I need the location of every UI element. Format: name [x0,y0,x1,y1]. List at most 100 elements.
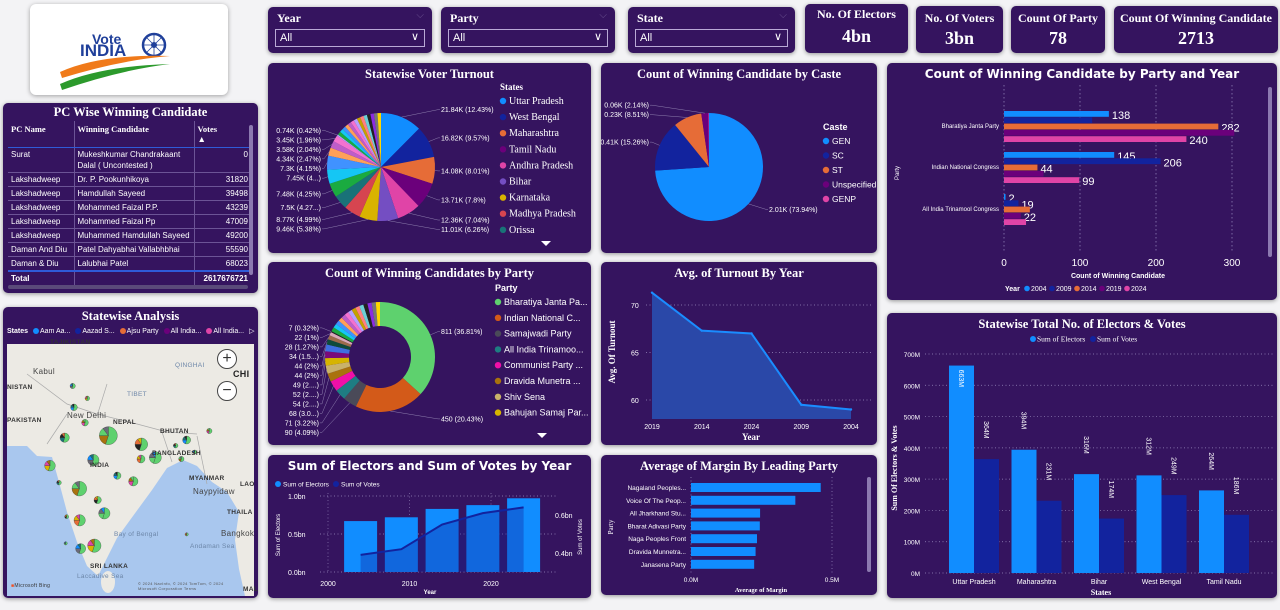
legend-item[interactable]: Sum of Electors [275,481,330,489]
column-header-votes[interactable]: Votes ▲ [193,121,251,148]
electors-bar[interactable] [384,517,418,572]
pie-slice-minor[interactable] [344,312,363,334]
electors-bar[interactable] [507,498,541,572]
pie-slice[interactable] [330,370,356,391]
pie-slice[interactable] [325,344,350,354]
pie-slice-minor[interactable] [345,124,381,167]
column-header-pc-name[interactable]: PC Name [8,121,74,148]
bar[interactable] [1004,219,1027,225]
pie-slice-minor[interactable] [355,306,369,330]
legend-item[interactable]: 2024 [1124,285,1147,293]
map-pie-marker[interactable] [206,428,213,434]
bar[interactable] [1161,495,1187,573]
map-pie-marker[interactable] [182,435,191,445]
margin-bar[interactable] [691,521,760,531]
bar[interactable] [1004,177,1080,183]
margin-bar[interactable] [691,508,761,518]
legend-item[interactable]: Karnataka [499,193,551,204]
legend-item[interactable]: Shiv Sena [494,392,545,402]
table-row[interactable]: Surat Mukeshkumar Chandrakaant Dalal ( Un… [8,147,251,173]
bar[interactable] [974,459,999,573]
bar[interactable] [1199,490,1224,573]
legend-item[interactable]: Uttar Pradesh [499,96,564,107]
bar[interactable] [1004,123,1219,130]
pie-slice[interactable] [355,377,421,412]
margin-bar[interactable] [691,547,756,556]
map-pie-marker[interactable] [59,432,70,443]
data-point[interactable] [800,403,803,406]
map-pie-marker[interactable] [73,514,86,527]
legend-item[interactable]: Andhra Pradesh [499,160,573,171]
pie-slice-minor[interactable] [350,120,381,167]
table-row[interactable]: Daman & Diu Lalubhai Patel 68023 [8,256,251,272]
pie-slice[interactable] [344,380,367,407]
legend-item[interactable]: 2009 [1049,285,1072,293]
pie-slice[interactable] [327,167,381,184]
pie-slice[interactable] [345,167,381,217]
pie-slice[interactable] [381,113,420,167]
legend-next-arrow-icon[interactable]: ▷ [249,328,255,335]
map-pie-marker[interactable] [134,437,148,451]
votes-line[interactable] [360,506,524,556]
table-row[interactable]: Lakshadweep Mohammed Faizal Pp 47009 [8,214,251,229]
chart-vertical-scrollbar[interactable] [867,477,871,572]
pie-slice-minor[interactable] [348,309,365,332]
pie-slice[interactable] [380,302,435,395]
table-row[interactable]: Daman And Diu Patel Dahyabhai Vallabhbhai… [8,242,251,257]
zoom-in-button[interactable]: + [217,349,237,369]
electors-bar[interactable] [425,508,459,572]
legend-item[interactable]: Bahujan Samaj Par... [494,408,589,418]
pie-slice-minor[interactable] [351,307,367,331]
margin-bar[interactable] [691,483,821,492]
pie-slice[interactable] [708,113,709,167]
map-pie-marker[interactable] [81,419,89,427]
map-pie-marker[interactable] [136,454,146,464]
legend-item[interactable]: Communist Party ... [494,360,583,370]
map-pie-marker[interactable] [87,538,102,553]
legend-item[interactable]: All India... [206,328,244,335]
bar[interactable] [1004,212,1021,219]
legend-item[interactable]: Sum of Electors [1030,335,1085,344]
legend-item[interactable]: All India... [163,328,201,335]
legend-item[interactable]: Sum of Votes [1090,335,1137,344]
map-pie-marker[interactable] [113,471,122,480]
pie-slice-minor[interactable] [347,122,381,167]
pie-slice[interactable] [325,361,351,374]
pie-slice-minor[interactable] [353,118,381,167]
pie-slice-minor[interactable] [375,302,380,327]
pie-slice-minor[interactable] [363,114,381,167]
pie-slice-minor[interactable] [359,304,371,329]
map-pie-marker[interactable] [128,476,139,487]
pie-slice-minor[interactable] [356,117,381,167]
legend-item[interactable]: West Bengal [499,112,560,123]
legend-item[interactable]: Unspecified [822,180,877,190]
map-pie-marker[interactable] [93,496,102,504]
pie-slice-minor[interactable] [366,114,381,167]
legend-scroll-down-icon[interactable] [541,241,551,246]
table-row[interactable]: Lakshadweep Dr. P. Pookunhikoya 31820 [8,172,251,187]
map-pie-marker[interactable] [178,456,185,462]
bar[interactable] [1224,514,1249,573]
pie-slice[interactable] [701,113,709,167]
table-vertical-scrollbar[interactable] [249,125,253,275]
map-pie-marker[interactable] [149,451,162,464]
pie-slice[interactable] [326,339,351,350]
map-pie-marker[interactable] [70,403,78,411]
legend-item[interactable]: 2014 [1074,285,1097,293]
map-copyright[interactable]: © 2024 NavInfo, © 2024 TomTom, © 2024 Mi… [138,581,224,591]
bar[interactable] [949,365,974,573]
map-pie-marker[interactable] [98,507,111,520]
map-pie-marker[interactable] [184,532,189,537]
legend-item[interactable]: Samajwadi Party [494,329,572,339]
data-point[interactable] [700,329,703,332]
bar[interactable] [1036,500,1062,573]
map-pie-marker[interactable] [63,541,68,546]
legend-item[interactable]: GEN [822,136,851,146]
pie-slice[interactable] [329,332,353,345]
legend-item[interactable]: SC [822,151,844,161]
bar[interactable] [1004,129,1235,136]
pie-slice[interactable] [330,141,381,167]
legend-item[interactable]: Aam Aa... [33,328,70,335]
zoom-out-button[interactable]: − [217,381,237,401]
bing-attribution[interactable]: ■Microsoft Bing [11,583,51,589]
